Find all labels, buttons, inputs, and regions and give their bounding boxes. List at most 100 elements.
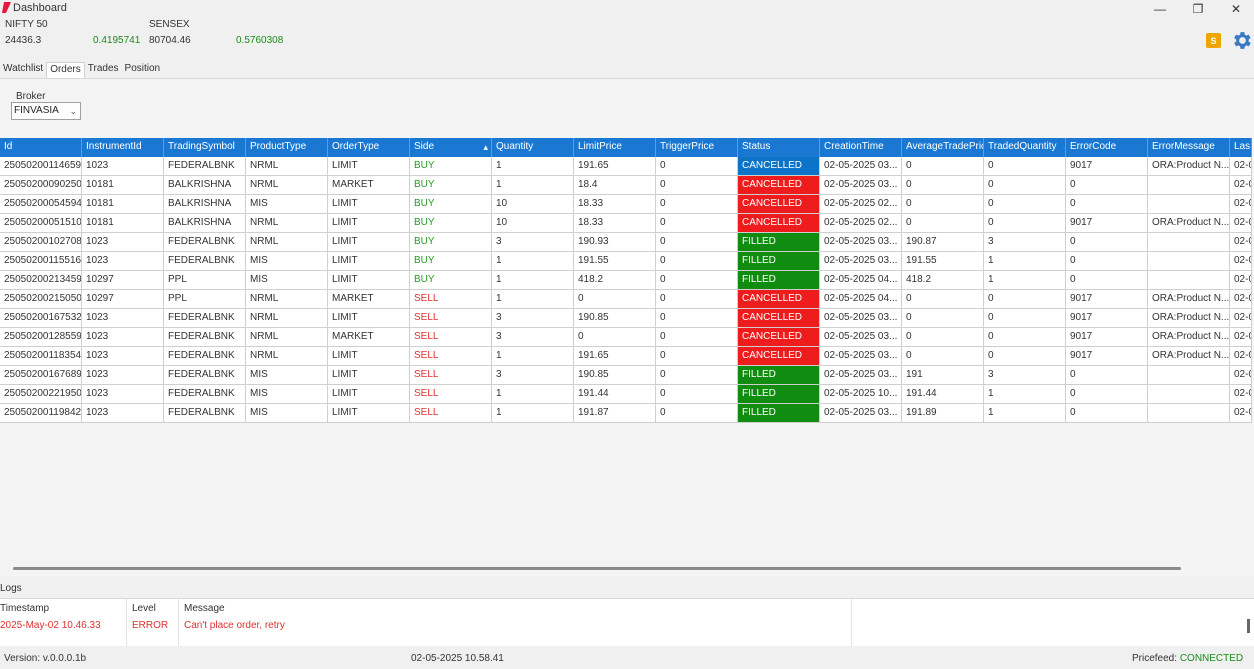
tab-orders[interactable]: Orders <box>46 62 85 78</box>
cell-triggerprice: 0 <box>656 195 738 214</box>
cell-creationtime: 02-05-2025 10... <box>820 385 902 404</box>
cell-triggerprice: 0 <box>656 290 738 309</box>
table-row[interactable]: 25050200215050 10297 PPL NRML MARKET SELL 1 0 0 C… <box>0 290 1254 309</box>
cell-limitprice: 190.85 <box>574 366 656 385</box>
cell-instrumentid: 1023 <box>82 157 164 176</box>
cell-las: 02-0 <box>1230 309 1252 328</box>
cell-limitprice: 191.87 <box>574 404 656 423</box>
orders-panel: Broker FINVASIA ⌄ Id InstrumentId TradingS… <box>0 78 1254 576</box>
cell-las: 02-0 <box>1230 366 1252 385</box>
table-row[interactable]: 25050200102708 1023 FEDERALBNK NRML LIMIT BUY… <box>0 233 1254 252</box>
horizontal-scrollbar[interactable] <box>13 567 1181 570</box>
orders-table[interactable]: Id InstrumentId TradingSymbol ProductType Or… <box>0 138 1254 426</box>
cell-quantity: 10 <box>492 195 574 214</box>
cell-las: 02-0 <box>1230 328 1252 347</box>
table-row[interactable]: 25050200128559 1023 FEDERALBNK NRML MARKET SE… <box>0 328 1254 347</box>
cell-tradedquantity: 0 <box>984 328 1066 347</box>
cell-errorcode: 9017 <box>1066 309 1148 328</box>
column-header-label: LimitPrice <box>578 141 622 152</box>
cell-quantity: 1 <box>492 271 574 290</box>
tab-position[interactable]: Position <box>124 63 161 74</box>
cell-las: 02-0 <box>1230 233 1252 252</box>
log-scrollbar[interactable] <box>1247 619 1250 633</box>
cell-tradedquantity: 0 <box>984 290 1066 309</box>
cell-producttype: NRML <box>246 157 328 176</box>
maximize-button[interactable]: ❐ <box>1192 1 1204 16</box>
cell-instrumentid: 10181 <box>82 176 164 195</box>
table-row[interactable]: 25050200115516 1023 FEDERALBNK MIS LIMIT BUY 1… <box>0 252 1254 271</box>
close-button[interactable]: ✕ <box>1230 1 1242 16</box>
cell-instrumentid: 1023 <box>82 347 164 366</box>
cell-status: FILLED <box>738 385 820 404</box>
column-header-tradingsymbol[interactable]: TradingSymbol <box>164 138 246 157</box>
table-row[interactable]: 25050200118354 1023 FEDERALBNK NRML LIMIT SEL… <box>0 347 1254 366</box>
cell-producttype: NRML <box>246 233 328 252</box>
cell-averagetradepric: 0 <box>902 290 984 309</box>
column-header-creationtime[interactable]: CreationTime <box>820 138 902 157</box>
cell-side: SELL <box>410 404 492 423</box>
gear-icon[interactable] <box>1230 29 1253 52</box>
cell-status: FILLED <box>738 366 820 385</box>
log-divider <box>178 599 179 647</box>
column-header-status[interactable]: Status <box>738 138 820 157</box>
cell-averagetradepric: 0 <box>902 309 984 328</box>
status-badge[interactable]: S <box>1206 33 1221 48</box>
table-row[interactable]: 25050200090250 10181 BALKRISHNA NRML MARKET B… <box>0 176 1254 195</box>
cell-triggerprice: 0 <box>656 385 738 404</box>
cell-triggerprice: 0 <box>656 176 738 195</box>
cell-creationtime: 02-05-2025 03... <box>820 366 902 385</box>
table-row[interactable]: 25050200213459 10297 PPL MIS LIMIT BUY 1 418.2 0… <box>0 271 1254 290</box>
column-header-id[interactable]: Id <box>0 138 82 157</box>
table-header[interactable]: Id InstrumentId TradingSymbol ProductType Or… <box>0 138 1254 157</box>
ticker-price: 24436.3 <box>5 35 42 46</box>
cell-errorcode: 9017 <box>1066 347 1148 366</box>
ticker-price: 80704.46 <box>149 35 191 46</box>
table-row[interactable]: 25050200167689 1023 FEDERALBNK MIS LIMIT SELL… <box>0 366 1254 385</box>
cell-las: 02-0 <box>1230 347 1252 366</box>
cell-triggerprice: 0 <box>656 157 738 176</box>
cell-instrumentid: 1023 <box>82 328 164 347</box>
cell-tradingsymbol: PPL <box>164 290 246 309</box>
cell-triggerprice: 0 <box>656 347 738 366</box>
cell-quantity: 3 <box>492 328 574 347</box>
column-header-triggerprice[interactable]: TriggerPrice <box>656 138 738 157</box>
cell-id: 25050200221950 <box>0 385 82 404</box>
column-header-limitprice[interactable]: LimitPrice <box>574 138 656 157</box>
table-row[interactable]: 25050200114659 1023 FEDERALBNK NRML LIMIT BUY… <box>0 157 1254 176</box>
cell-triggerprice: 0 <box>656 366 738 385</box>
cell-averagetradepric: 0 <box>902 347 984 366</box>
column-header-averagetradepric[interactable]: AverageTradePric <box>902 138 984 157</box>
cell-limitprice: 418.2 <box>574 271 656 290</box>
cell-creationtime: 02-05-2025 02... <box>820 214 902 233</box>
table-row[interactable]: 25050200221950 1023 FEDERALBNK MIS LIMIT SELL… <box>0 385 1254 404</box>
cell-id: 25050200213459 <box>0 271 82 290</box>
cell-side: SELL <box>410 309 492 328</box>
log-message: Can't place order, retry <box>184 620 285 631</box>
column-header-instrumentid[interactable]: InstrumentId <box>82 138 164 157</box>
column-header-tradedquantity[interactable]: TradedQuantity <box>984 138 1066 157</box>
tab-trades[interactable]: Trades <box>87 63 119 74</box>
column-header-quantity[interactable]: Quantity <box>492 138 574 157</box>
cell-tradingsymbol: FEDERALBNK <box>164 347 246 366</box>
table-row[interactable]: 25050200119842 1023 FEDERALBNK MIS LIMIT SELL… <box>0 404 1254 423</box>
column-header-ordertype[interactable]: OrderType <box>328 138 410 157</box>
tab-watchlist[interactable]: Watchlist <box>3 63 44 74</box>
column-header-producttype[interactable]: ProductType <box>246 138 328 157</box>
column-header-las[interactable]: Las <box>1230 138 1252 157</box>
cell-status: CANCELLED <box>738 328 820 347</box>
table-row[interactable]: 25050200051510 10181 BALKRISHNA NRML LIMIT BU… <box>0 214 1254 233</box>
logs-panel: Timestamp Level Message 2025-May-02 10.4… <box>0 598 1254 647</box>
table-row[interactable]: 25050200054594 10181 BALKRISHNA MIS LIMIT BUY… <box>0 195 1254 214</box>
cell-tradedquantity: 0 <box>984 157 1066 176</box>
column-header-side[interactable]: Side ▴ <box>410 138 492 157</box>
cell-las: 02-0 <box>1230 252 1252 271</box>
table-row[interactable]: 25050200167532 1023 FEDERALBNK NRML LIMIT SEL… <box>0 309 1254 328</box>
cell-errorcode: 0 <box>1066 233 1148 252</box>
minimize-button[interactable]: — <box>1154 1 1166 16</box>
broker-select[interactable]: FINVASIA ⌄ <box>11 102 81 120</box>
cell-creationtime: 02-05-2025 03... <box>820 404 902 423</box>
column-header-errormessage[interactable]: ErrorMessage <box>1148 138 1230 157</box>
column-header-errorcode[interactable]: ErrorCode <box>1066 138 1148 157</box>
cell-ordertype: LIMIT <box>328 195 410 214</box>
